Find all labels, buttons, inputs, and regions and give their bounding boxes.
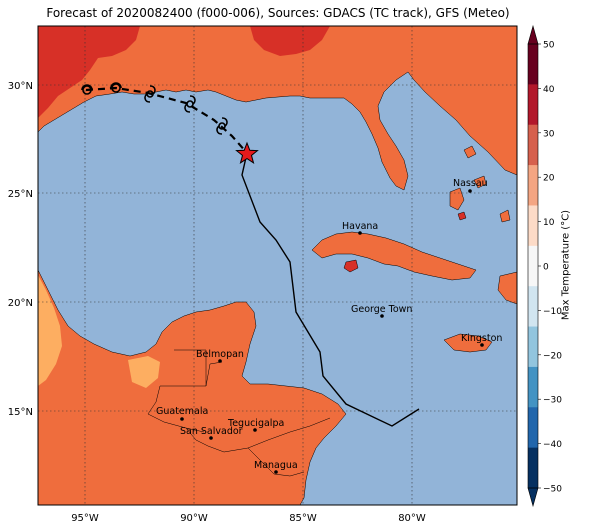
colorbar-segment [528, 407, 538, 449]
colorbar-segment [528, 84, 538, 126]
colorbar-segment [528, 286, 538, 328]
lon-label: 95°W [71, 513, 99, 524]
city-label-tegucigalpa: Tegucigalpa [227, 418, 284, 429]
city-label-guatemala: Guatemala [156, 406, 208, 417]
land-bahamas-exuma [457, 211, 467, 221]
forecast-track [85, 86, 248, 154]
colorbar-tick-label: 20 [543, 174, 555, 184]
city-label-george-town: George Town [351, 304, 412, 315]
cities: Havana Nassau George Town Kingston Belmo… [156, 178, 502, 474]
land-bahamas-abaco [463, 145, 477, 159]
colorbar-tick-label: 0 [543, 263, 549, 273]
colorbar: 50 40 30 20 10 0 −10 −20 −30 −40 −50 [527, 24, 562, 508]
map-area: Havana Nassau George Town Kingston Belmo… [38, 26, 517, 505]
colorbar-segment [528, 366, 538, 408]
lat-label: 30°N [8, 81, 33, 92]
colorbar-extend-min [527, 487, 539, 508]
tropical-storm-symbol [81, 84, 93, 95]
colorbar-segment [528, 245, 538, 287]
forecast-symbols [81, 82, 228, 135]
land-hot-texas [38, 26, 140, 118]
map-title: Forecast of 2020082400 (f000-006), Sourc… [46, 6, 510, 20]
land-united-states [38, 26, 517, 191]
lon-label: 90°W [180, 513, 208, 524]
city-label-san-salvador: San Salvador [180, 426, 243, 437]
city-label-kingston: Kingston [461, 333, 502, 344]
borders [147, 349, 331, 477]
city-label-belmopan: Belmopan [196, 349, 244, 360]
tropical-storm-symbol [110, 82, 122, 93]
colorbar-label: Max Temperature (°C) [560, 209, 572, 321]
current-position-star [235, 141, 259, 165]
colorbar-tick-label: 50 [543, 41, 555, 51]
colorbar-tick-label: −50 [543, 485, 562, 495]
land-isla-juventud [343, 259, 359, 273]
city-label-managua: Managua [254, 460, 298, 471]
lat-label: 20°N [8, 298, 33, 309]
lon-label: 80°W [398, 513, 426, 524]
lat-label: 25°N [8, 189, 33, 200]
hurricane-symbol [144, 85, 156, 103]
hurricane-symbol [184, 95, 196, 113]
city-label-havana: Havana [342, 221, 378, 232]
land-mild-mexico [38, 275, 62, 386]
land-bahamas-long [499, 209, 511, 223]
longitude-labels: 95°W 90°W 85°W 80°W [71, 513, 426, 524]
observed-track [241, 152, 420, 427]
land-bahamas-eleuthera [473, 175, 487, 189]
colorbar-extend-max [527, 24, 539, 45]
colorbar-tick-label: 30 [543, 129, 555, 139]
colorbar-segment [528, 447, 538, 489]
lat-label: 15°N [8, 407, 33, 418]
hurricane-symbol [216, 117, 228, 135]
colorbar-segment [528, 124, 538, 166]
city-label-nassau: Nassau [453, 178, 488, 189]
latitude-labels: 30°N 25°N 20°N 15°N [8, 81, 33, 418]
colorbar-segment [528, 205, 538, 247]
colorbar-tick-label: 40 [543, 85, 555, 95]
colorbar-tick-label: 10 [543, 218, 555, 228]
colorbar-tick-label: −30 [543, 396, 562, 406]
colorbar-tick-label: −40 [543, 440, 562, 450]
land-jamaica [443, 333, 493, 353]
land-hot-georgia [250, 26, 330, 56]
colorbar-segment [528, 165, 538, 206]
plot-frame [37, 25, 518, 506]
land-bahamas-andros [449, 187, 465, 211]
colorbar-tick-label: −20 [543, 351, 562, 361]
colorbar-tick-label: −10 [543, 307, 562, 317]
land-mexico-central-america [38, 269, 347, 505]
colorbar-segment [528, 44, 538, 85]
colorbar-segment [528, 326, 538, 368]
lon-label: 85°W [289, 513, 317, 524]
land-mild-yucatan [128, 356, 160, 388]
